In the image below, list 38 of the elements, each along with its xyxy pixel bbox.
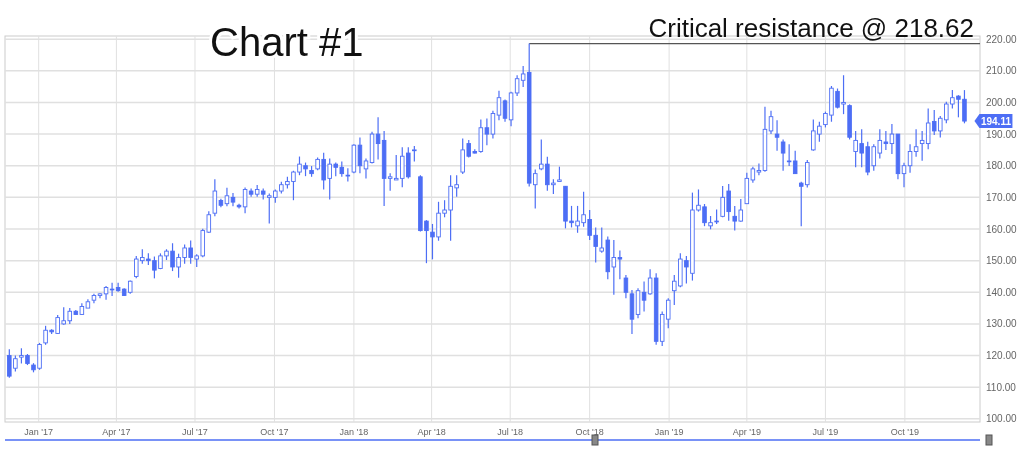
chart-title: Chart #1 bbox=[210, 20, 364, 64]
x-tick-label: Jul '18 bbox=[497, 427, 524, 437]
y-tick-label: 130.00 bbox=[986, 318, 1018, 330]
candlestick bbox=[907, 143, 913, 174]
y-tick-label: 120.00 bbox=[986, 350, 1018, 362]
x-tick-label: Jan '17 bbox=[24, 427, 54, 437]
y-tick-label: 150.00 bbox=[986, 255, 1018, 267]
x-tick-label: Oct '17 bbox=[260, 427, 289, 437]
x-tick-label: Jul '19 bbox=[812, 427, 839, 437]
y-tick-label: 170.00 bbox=[986, 191, 1018, 203]
y-tick-label: 220.00 bbox=[986, 33, 1018, 45]
candlestick bbox=[780, 138, 786, 172]
y-tick-label: 140.00 bbox=[986, 286, 1018, 298]
x-tick-label: Apr '19 bbox=[732, 427, 761, 437]
candlestick bbox=[768, 110, 774, 135]
candlestick bbox=[635, 287, 641, 319]
y-tick-label: 110.00 bbox=[986, 381, 1017, 393]
x-tick-label: Jan '19 bbox=[654, 427, 684, 437]
annotation: 194.11 bbox=[980, 116, 1012, 128]
candlestick bbox=[623, 274, 629, 299]
y-tick-label: 200.00 bbox=[986, 96, 1018, 108]
candlestick bbox=[913, 128, 919, 158]
x-tick-label: Oct '19 bbox=[890, 427, 919, 437]
ref-line-label: Critical resistance @ 218.62 bbox=[648, 12, 974, 43]
candlestick bbox=[496, 90, 502, 121]
x-tick-label: Jan '18 bbox=[339, 427, 369, 437]
x-tick-label: Oct '18 bbox=[575, 427, 604, 437]
y-tick-label: 210.00 bbox=[986, 65, 1018, 77]
y-tick-label: 180.00 bbox=[986, 160, 1018, 172]
y-tick-label: 160.00 bbox=[986, 223, 1018, 235]
candlestick bbox=[774, 119, 780, 152]
x-tick-label: Apr '18 bbox=[417, 427, 446, 437]
x-tick-label: Apr '17 bbox=[102, 427, 131, 437]
x-tick-label: Jul '17 bbox=[182, 427, 208, 437]
candlestick bbox=[363, 157, 369, 179]
y-tick-label: 100.00 bbox=[986, 413, 1018, 425]
candlestick bbox=[901, 162, 907, 188]
y-tick-label: 190.00 bbox=[986, 128, 1018, 140]
